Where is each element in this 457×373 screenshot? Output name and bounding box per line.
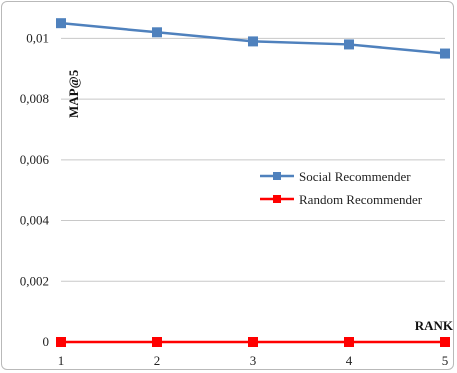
legend-item-social: Social Recommender (260, 169, 411, 184)
data-point (440, 337, 450, 347)
x-axis-ticks: 1 2 3 4 5 (58, 353, 449, 368)
series-random (56, 337, 450, 347)
y-tick-label: 0,006 (20, 152, 50, 167)
legend-label-social: Social Recommender (299, 169, 411, 184)
data-point (248, 36, 258, 47)
data-point (56, 18, 66, 29)
data-point (152, 337, 162, 347)
legend-item-random: Random Recommender (260, 192, 423, 207)
y-tick-label: 0,01 (26, 30, 49, 45)
y-axis-ticks: 0 0,002 0,004 0,006 0,008 0,01 (20, 30, 50, 349)
x-axis-label: RANK (415, 318, 454, 333)
y-tick-label: 0,002 (20, 273, 49, 288)
y-tick-label: 0 (43, 334, 50, 349)
x-tick-label: 1 (58, 353, 65, 368)
data-point (344, 39, 354, 50)
y-tick-label: 0,004 (20, 213, 50, 228)
gridlines (61, 37, 445, 343)
x-tick-label: 5 (442, 353, 449, 368)
x-tick-label: 3 (250, 353, 257, 368)
series-layer (56, 18, 450, 347)
y-tick-label: 0,008 (20, 91, 49, 106)
x-tick-label: 4 (346, 353, 353, 368)
y-axis-label: MAP@5 (66, 69, 81, 118)
data-point (344, 337, 354, 347)
data-point (248, 337, 258, 347)
legend-marker-social (273, 172, 281, 180)
x-tick-label: 2 (154, 353, 161, 368)
data-point (56, 337, 66, 347)
data-point (152, 27, 162, 38)
legend: Social Recommender Random Recommender (260, 169, 423, 207)
data-point (440, 48, 450, 59)
legend-marker-random (273, 195, 281, 203)
series-social (56, 18, 450, 59)
legend-label-random: Random Recommender (299, 192, 423, 207)
